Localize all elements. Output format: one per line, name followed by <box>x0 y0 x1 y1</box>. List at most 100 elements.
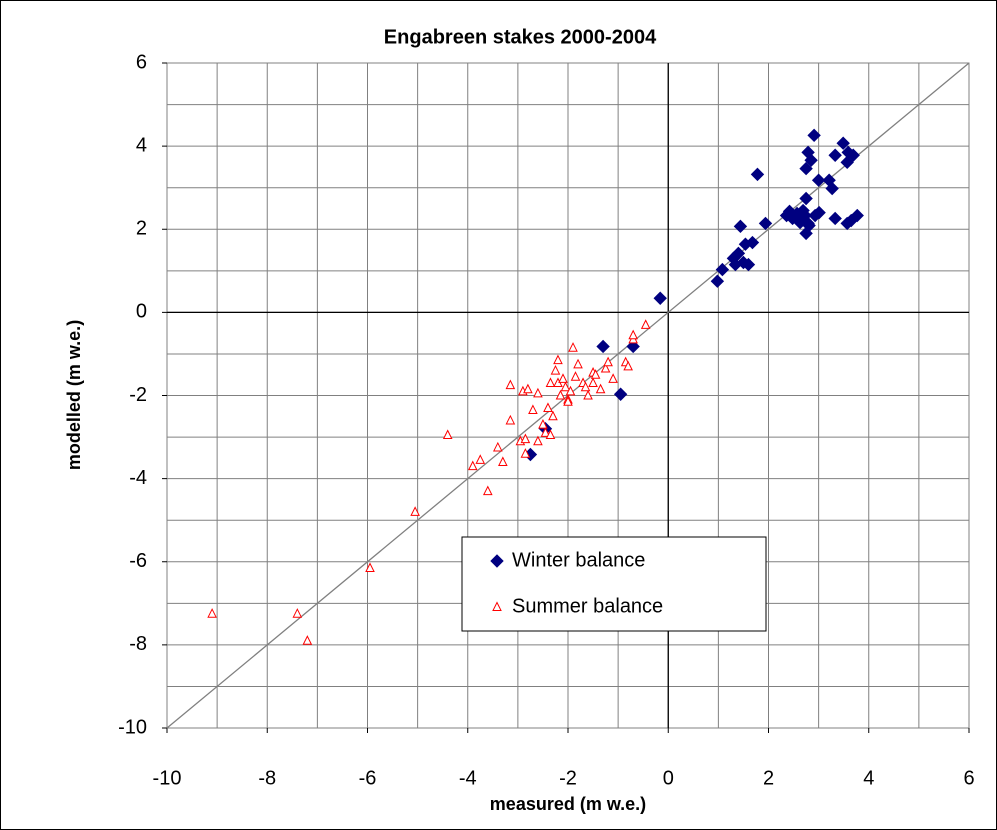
point <box>590 369 601 379</box>
point <box>560 381 571 392</box>
x-tick-label: 6 <box>963 767 974 789</box>
legend-label: Summer balance <box>512 595 663 617</box>
point <box>365 562 375 572</box>
point <box>475 454 486 464</box>
point <box>410 506 420 516</box>
point <box>553 354 563 365</box>
point <box>846 148 860 162</box>
y-tick-label: 0 <box>136 301 147 323</box>
point <box>807 128 821 143</box>
point <box>523 383 533 394</box>
point <box>828 211 842 226</box>
point <box>731 246 746 261</box>
point <box>745 235 760 250</box>
point <box>750 167 765 182</box>
x-tick-label: -10 <box>153 767 182 789</box>
y-tick-label: 4 <box>136 134 147 156</box>
point <box>804 153 818 167</box>
point <box>596 339 610 354</box>
legend-label: Winter balance <box>512 549 645 571</box>
point <box>825 181 839 196</box>
legend <box>461 536 767 632</box>
legend-marker <box>492 601 502 611</box>
point <box>540 427 551 437</box>
point <box>493 441 503 452</box>
point <box>836 136 850 150</box>
point <box>467 460 478 471</box>
y-tick-label: 2 <box>136 218 147 240</box>
point <box>545 377 556 388</box>
point <box>600 362 611 373</box>
point <box>505 379 516 390</box>
y-tick-label: -2 <box>129 384 147 406</box>
point <box>442 429 453 439</box>
point <box>613 387 628 401</box>
point <box>812 205 826 220</box>
point <box>733 219 748 234</box>
point <box>628 329 638 340</box>
point <box>533 387 543 398</box>
point <box>840 216 854 231</box>
point <box>595 383 606 394</box>
x-tick-label: 2 <box>763 767 774 789</box>
x-tick-label: -6 <box>359 767 377 789</box>
point <box>548 410 558 421</box>
point <box>207 608 217 618</box>
point <box>498 456 508 466</box>
chart-title: Engabreen stakes 2000-2004 <box>384 26 657 48</box>
point <box>793 215 807 230</box>
point <box>580 381 591 392</box>
y-tick-label: -4 <box>129 467 147 489</box>
point <box>811 173 826 187</box>
point <box>840 155 854 170</box>
y-axis-label: modelled (m w.e.) <box>64 320 84 470</box>
point <box>538 418 548 429</box>
point <box>758 216 773 231</box>
x-tick-label: 4 <box>863 767 874 789</box>
point <box>799 161 813 176</box>
point <box>302 635 313 645</box>
point <box>520 448 531 458</box>
point <box>555 389 566 400</box>
point <box>505 414 516 425</box>
y-tick-label: -8 <box>129 633 147 655</box>
point <box>799 226 813 241</box>
point <box>545 429 556 439</box>
point <box>570 371 581 381</box>
point <box>608 373 618 383</box>
point <box>653 291 667 305</box>
point <box>603 356 613 367</box>
point <box>482 485 493 496</box>
point <box>568 342 578 352</box>
legend-marker <box>490 554 504 568</box>
point <box>799 191 813 206</box>
point <box>563 396 573 406</box>
point <box>626 339 640 354</box>
x-tick-label: -4 <box>459 767 477 789</box>
point <box>558 373 568 383</box>
point <box>533 435 543 446</box>
point <box>565 385 576 396</box>
x-tick-label: 0 <box>663 767 674 789</box>
y-tick-label: -10 <box>118 716 147 738</box>
point <box>573 358 583 369</box>
point <box>715 262 730 277</box>
point <box>802 218 816 233</box>
point <box>623 360 633 371</box>
point <box>710 274 725 288</box>
y-tick-label: -6 <box>129 550 147 572</box>
point <box>550 364 561 375</box>
point <box>828 148 842 162</box>
point <box>292 608 303 618</box>
y-tick-label: 6 <box>136 51 147 73</box>
point <box>583 389 593 400</box>
point <box>543 402 553 412</box>
x-tick-label: -2 <box>559 767 577 789</box>
x-axis-label: measured (m w.e.) <box>490 794 646 814</box>
point <box>588 377 598 388</box>
point <box>640 319 651 329</box>
point <box>520 433 531 444</box>
point <box>850 208 864 223</box>
point <box>741 257 756 272</box>
